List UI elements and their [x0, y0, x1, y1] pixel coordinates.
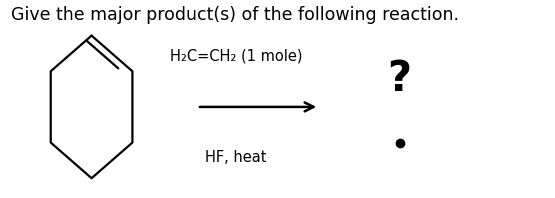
Text: HF, heat: HF, heat — [205, 150, 266, 166]
Text: ?: ? — [387, 58, 412, 100]
Text: H₂C=CH₂ (1 mole): H₂C=CH₂ (1 mole) — [170, 48, 302, 63]
Text: Give the major product(s) of the following reaction.: Give the major product(s) of the followi… — [11, 6, 459, 24]
